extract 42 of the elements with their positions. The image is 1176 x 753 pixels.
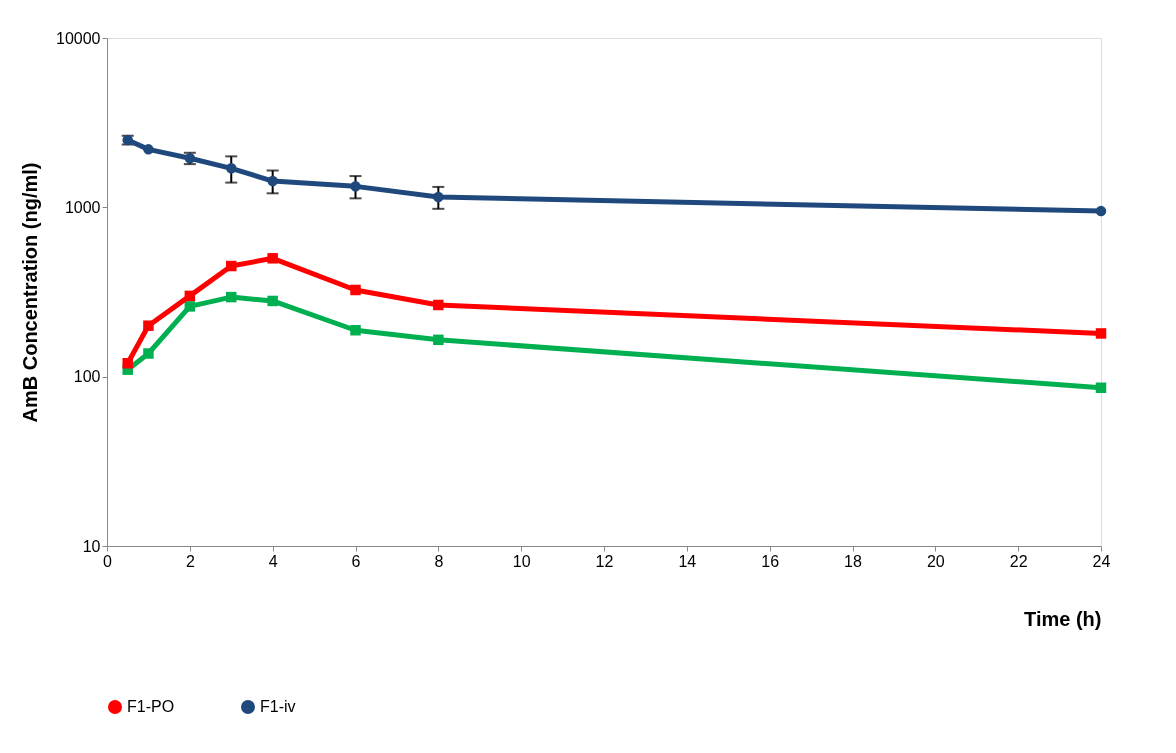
point (350, 284, 361, 296)
legend-label: F1-PO (127, 698, 175, 715)
point (433, 191, 444, 203)
x-tick-label: 8 (434, 552, 444, 570)
point (226, 260, 237, 272)
point (143, 348, 154, 359)
x-axis-title: Time (h) (1024, 607, 1102, 630)
point (143, 144, 154, 155)
x-tick-label: 18 (844, 552, 862, 570)
point (1095, 205, 1107, 217)
point (1095, 328, 1107, 339)
x-tick-label: 12 (595, 552, 614, 570)
x-tick-label: 0 (103, 552, 113, 570)
point (1095, 382, 1107, 393)
x-tick-label: 22 (1009, 552, 1028, 570)
x-tick-label: 14 (678, 552, 697, 570)
y-tick-label: 100 (73, 368, 101, 386)
point (350, 181, 361, 192)
y-tick-label: 10 (82, 537, 101, 555)
point (267, 295, 278, 307)
x-tick-label: 16 (761, 552, 780, 570)
x-tick-label: 24 (1092, 552, 1111, 570)
point (143, 320, 154, 331)
point (184, 301, 196, 312)
point (226, 291, 237, 303)
point (433, 299, 444, 311)
point (226, 163, 237, 174)
x-tick-label: 2 (185, 552, 195, 570)
y-axis-title: AmB Concentration (ng/ml) (19, 162, 42, 423)
point (267, 253, 278, 264)
x-tick-label: 6 (351, 552, 361, 570)
point (433, 334, 444, 346)
y-tick-label: 1000 (64, 198, 101, 216)
point (184, 290, 196, 302)
y-tick-label: 10000 (56, 29, 101, 47)
x-tick-label: 4 (268, 552, 278, 570)
point (267, 175, 278, 187)
point (122, 358, 133, 369)
point (350, 325, 361, 336)
x-tick-label: 10 (512, 552, 531, 570)
legend-label: F1-iv (260, 698, 296, 715)
x-tick-label: 20 (926, 552, 945, 570)
